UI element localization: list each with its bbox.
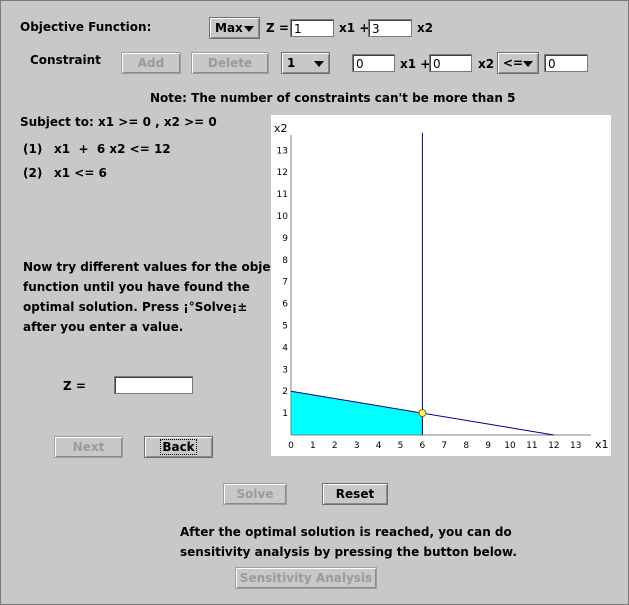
subject-to-label: Subject to: x1 >= 0 , x2 >= 0 [20, 115, 217, 129]
chevron-down-icon [314, 61, 324, 67]
feasible-region-plot: 0 1 2 3 4 5 6 7 8 9 10 11 12 13 1 2 3 4 5 6 7 8 9 10 11 12 13 x1 x2 [271, 115, 611, 456]
constraint-coef2-input[interactable]: 0 [429, 54, 472, 72]
y-tick-label: 9 [282, 234, 288, 244]
constraint-number: (2) [23, 166, 43, 180]
objective-coef1-input[interactable]: 1 [290, 19, 334, 37]
z-value-label: Z = [63, 379, 86, 393]
constraint-limit-note: Note: The number of constraints can't be… [150, 91, 516, 105]
x-tick-label: 3 [354, 441, 360, 451]
x-tick-label: 4 [376, 441, 382, 451]
y-tick-label: 12 [277, 168, 288, 178]
x-tick-label: 13 [570, 441, 581, 451]
y-axis-label: x2 [274, 122, 288, 135]
constraint-index-value: 1 [287, 56, 296, 70]
chevron-down-icon [523, 61, 533, 67]
y-tick-label: 1 [282, 409, 288, 419]
y-tick-label: 6 [282, 300, 288, 310]
instruction-line: optimal solution. Press ¡°Solve¡± [23, 300, 248, 314]
constraint-x1-label: x1 + [400, 57, 431, 71]
y-tick-label: 3 [282, 365, 288, 375]
instruction-line: after you enter a value. [23, 320, 184, 334]
constraint-expression: x1 + 6 x2 <= 12 [54, 142, 171, 156]
instruction-line: function until you have found the [23, 280, 250, 294]
constraint-x2-label: x2 [478, 57, 495, 71]
x-tick-label: 5 [398, 441, 404, 451]
x-tick-label: 1 [310, 441, 316, 451]
footer-line: After the optimal solution is reached, y… [180, 525, 512, 539]
x-tick-label: 12 [548, 441, 559, 451]
y-tick-label: 10 [277, 212, 289, 222]
y-tick-label: 4 [282, 343, 288, 353]
z-equals-label: Z = [266, 21, 289, 35]
x-axis-label: x1 [595, 438, 609, 451]
constraint-label: Constraint [30, 53, 101, 67]
objective-x2-label: x2 [417, 21, 434, 35]
x-tick-label: 0 [288, 441, 294, 451]
back-button[interactable]: Back [144, 436, 213, 458]
constraint-number: (1) [23, 142, 43, 156]
optimal-point-marker [418, 409, 427, 418]
feasible-region [291, 391, 423, 435]
footer-line: sensitivity analysis by pressing the but… [180, 545, 517, 559]
instruction-line: Now try different values for the objecti… [23, 260, 304, 274]
sensitivity-analysis-button[interactable]: Sensitivity Analysis [235, 567, 377, 589]
next-button[interactable]: Next [54, 436, 123, 458]
reset-button[interactable]: Reset [322, 483, 388, 505]
y-tick-label: 11 [277, 190, 288, 200]
back-button-label: Back [160, 439, 197, 455]
x-tick-label: 7 [441, 441, 447, 451]
add-button[interactable]: Add [121, 52, 181, 74]
constraint-index-select[interactable]: 1 [281, 52, 330, 74]
constraint-coef1-input[interactable]: 0 [352, 54, 395, 72]
y-tick-label: 7 [282, 278, 288, 288]
objective-type-select[interactable]: Max [209, 17, 260, 39]
y-tick-label: 8 [282, 256, 288, 266]
y-tick-label: 13 [277, 146, 288, 156]
relation-value: <= [503, 56, 524, 70]
objective-type-value: Max [215, 21, 243, 35]
z-value-input[interactable] [114, 376, 193, 394]
constraint-expression: x1 <= 6 [54, 166, 107, 180]
constraint-rhs-input[interactable]: 0 [544, 54, 588, 72]
y-tick-label: 2 [282, 387, 288, 397]
x-tick-label: 10 [504, 441, 516, 451]
x-tick-label: 6 [420, 441, 426, 451]
x-tick-label: 9 [485, 441, 491, 451]
x-tick-label: 8 [463, 441, 469, 451]
objective-label: Objective Function: [20, 20, 152, 34]
x-tick-label: 11 [526, 441, 537, 451]
relation-select[interactable]: <= [497, 52, 539, 74]
x-tick-label: 2 [332, 441, 338, 451]
objective-coef2-input[interactable]: 3 [368, 19, 412, 37]
delete-button[interactable]: Delete [191, 52, 269, 74]
y-tick-label: 5 [282, 322, 288, 332]
chevron-down-icon [244, 26, 254, 32]
objective-x1-label: x1 + [339, 21, 370, 35]
solve-button[interactable]: Solve [223, 483, 287, 505]
